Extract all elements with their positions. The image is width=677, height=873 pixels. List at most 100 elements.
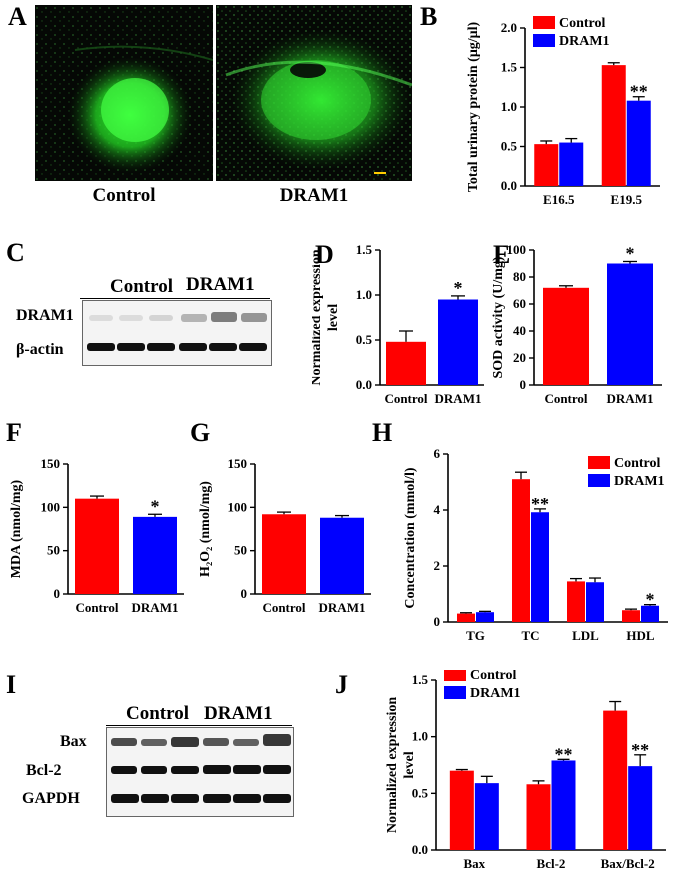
chart-h-bar-1-3: [641, 605, 659, 622]
chart-h-ytick-label: 4: [434, 502, 441, 517]
blot-c-group-control: Control: [110, 276, 173, 297]
chart-f-bar-0: [75, 498, 119, 594]
chart-e-xtick-label: DRAM1: [607, 391, 654, 406]
chart-j-apoptosis-expression: 0.0 0.5 1.0 1.5 Normalized expression level Ba…: [385, 670, 666, 870]
chart-b-legend-swatch: [533, 16, 555, 29]
panel-letter-g: G: [190, 418, 211, 447]
blot-i-bands: [111, 734, 291, 803]
chart-g-xtick-label: DRAM1: [319, 600, 366, 615]
chart-j-legend-label: Control: [470, 670, 517, 683]
chart-b-bar-0-0: [534, 144, 559, 186]
panel-letter-b: B: [420, 2, 438, 31]
chart-d-ytick-label: 0.5: [356, 332, 373, 347]
chart-b-legend-label: DRAM1: [559, 34, 610, 49]
chart-j-bar-0-1: [526, 784, 551, 850]
chart-j-ytick-label: 1.0: [412, 729, 428, 744]
chart-d-bar-0: [386, 341, 426, 385]
panel-letter-e: E: [493, 240, 511, 269]
chart-g-xtick-label: Control: [262, 600, 305, 615]
micrograph-label-control: Control: [92, 185, 156, 206]
chart-f-xtick-label: DRAM1: [132, 600, 179, 615]
chart-g-ylabel: H₂O₂ (nmol/mg): [198, 481, 213, 577]
chart-h-bar-0-0: [457, 613, 475, 622]
chart-d-bar-1: [438, 299, 478, 385]
chart-h-ytick-label: 2: [434, 558, 441, 573]
chart-h-bar-1-2: [586, 582, 604, 622]
blot-c-group-dram1: DRAM1: [186, 274, 255, 295]
chart-b-significance: **: [630, 82, 648, 102]
chart-b-ylabel: Total urinary protein (μg/μl): [466, 22, 481, 193]
chart-e-significance: *: [626, 243, 635, 263]
chart-j-ylabel-line2: level: [402, 751, 417, 778]
chart-b-bar-1-1: [626, 100, 651, 186]
chart-j-ytick-label: 0.0: [412, 842, 428, 857]
chart-j-bar-0-0: [449, 770, 474, 850]
chart-d-xtick-label: Control: [384, 391, 427, 406]
chart-j-legend-label: DRAM1: [470, 686, 521, 701]
micrograph-dram1: [216, 5, 412, 181]
chart-h-ylabel: Concentration (mmol/l): [404, 467, 418, 608]
chart-g-ytick-label: 50: [234, 543, 247, 558]
chart-d-ylabel-line1: Normalized expression: [312, 249, 324, 385]
chart-b-legend-label: Control: [559, 16, 606, 31]
chart-e-bar-0: [543, 287, 589, 385]
chart-g-ytick-label: 100: [228, 499, 248, 514]
blot-i-row-gapdh: GAPDH: [22, 790, 80, 807]
chart-j-legend-swatch: [444, 670, 466, 681]
chart-g-ytick-label: 0: [241, 586, 248, 601]
chart-e-ylabel: SOD activity (U/mg): [491, 256, 506, 378]
panel-letter-d: D: [315, 240, 334, 269]
chart-d-ytick-label: 0.0: [356, 377, 372, 392]
chart-h-legend-swatch: [588, 456, 610, 469]
panel-letter-f: F: [6, 418, 22, 447]
micrograph-label-dram1: DRAM1: [279, 185, 349, 206]
chart-e-xtick-label: Control: [544, 391, 587, 406]
chart-h-xtick-label: TC: [521, 628, 539, 643]
chart-d-ylabel-line2: level: [326, 304, 341, 331]
chart-j-xtick-label: Bax/Bcl-2: [601, 856, 655, 870]
chart-f-bar-1: [133, 516, 177, 594]
chart-b-bar-0-1: [601, 65, 626, 186]
micrograph-dram1-image: [216, 5, 412, 181]
chart-g-ytick-label: 150: [228, 456, 248, 471]
chart-d-significance: *: [454, 278, 463, 298]
chart-h-bar-1-0: [476, 612, 494, 622]
panel-letter-h: H: [372, 418, 393, 447]
chart-d-ytick-label: 1.5: [356, 242, 373, 257]
chart-b-legend-swatch: [533, 34, 555, 47]
chart-e-ytick-label: 100: [507, 242, 527, 257]
chart-h-xtick-label: HDL: [626, 628, 655, 643]
panel-letter-a: A: [8, 2, 27, 31]
chart-f-ytick-label: 50: [47, 543, 60, 558]
chart-h-xtick-label: TG: [466, 628, 485, 643]
chart-d-ylabel: Normalized expressionlevel: [312, 249, 341, 385]
chart-d-xtick-label: DRAM1: [435, 391, 482, 406]
chart-j-significance: **: [631, 740, 649, 760]
chart-h-bar-0-1: [512, 479, 530, 622]
chart-e-ytick-label: 40: [513, 323, 526, 338]
blot-c-image: [82, 300, 272, 366]
chart-j-bar-1-2: [628, 766, 653, 850]
chart-j-bar-1-1: [551, 760, 576, 850]
chart-d-dram1-expression: 0.0 0.5 1.0 1.5 Normalized expressionlevel Co…: [312, 242, 484, 406]
blot-i-row-bcl2: Bcl-2: [26, 762, 62, 779]
chart-b-ytick-label: 1.0: [501, 99, 517, 114]
blot-i-group-dram1: DRAM1: [204, 703, 273, 724]
chart-j-bar-0-2: [603, 710, 628, 850]
chart-f-xtick-label: Control: [75, 600, 118, 615]
chart-h-ytick-label: 0: [434, 614, 441, 629]
chart-h-legend-label: DRAM1: [614, 474, 665, 489]
chart-h-significance: *: [646, 590, 655, 610]
blot-i-image: [106, 727, 294, 817]
blot-c-divider: [80, 298, 270, 299]
chart-j-ylabel: Normalized expression level: [385, 697, 417, 833]
chart-e-bar-1: [607, 263, 653, 385]
chart-j-legend-swatch: [444, 686, 466, 699]
chart-h-bar-0-3: [622, 610, 640, 622]
blot-i-group-control: Control: [126, 703, 189, 724]
blot-c-row-actin: β-actin: [16, 341, 64, 358]
chart-b-ytick-label: 2.0: [501, 20, 517, 35]
panel-letter-c: C: [6, 238, 25, 267]
chart-b-ytick-label: 0.0: [501, 178, 517, 193]
